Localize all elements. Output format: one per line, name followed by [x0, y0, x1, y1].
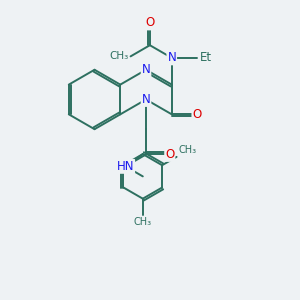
Text: O: O: [165, 148, 174, 161]
Text: O: O: [145, 16, 154, 29]
Text: O: O: [192, 108, 202, 121]
Text: CH₃: CH₃: [134, 217, 152, 227]
Text: Et: Et: [200, 51, 212, 64]
Text: N: N: [142, 93, 150, 106]
Text: HN: HN: [117, 160, 134, 173]
Text: N: N: [142, 63, 150, 76]
Text: N: N: [167, 51, 176, 64]
Text: CH₃: CH₃: [178, 146, 196, 155]
Text: CH₃: CH₃: [110, 51, 129, 62]
